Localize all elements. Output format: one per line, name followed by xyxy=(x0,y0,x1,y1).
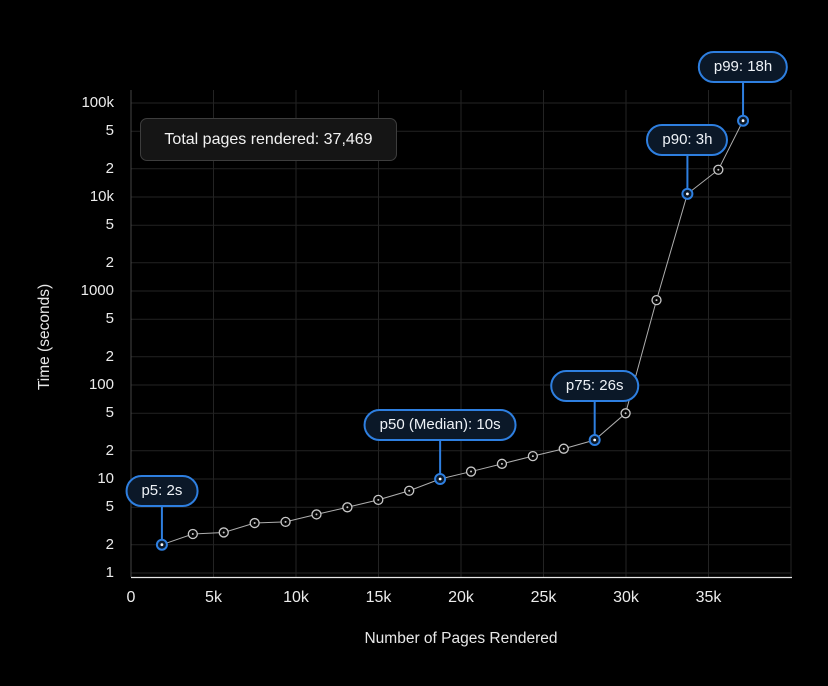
x-axis-tick-label: 20k xyxy=(448,589,474,606)
y-axis-tick-label: 5 xyxy=(105,310,114,328)
data-point-center-dot xyxy=(655,299,658,302)
data-point-center-dot xyxy=(470,470,473,473)
y-axis-tick-label: 2 xyxy=(105,159,114,177)
data-point-center-dot xyxy=(191,532,194,535)
data-point-center-dot xyxy=(624,412,627,415)
y-axis-tick-label: 2 xyxy=(105,347,114,365)
data-point-center-dot xyxy=(500,462,503,465)
data-point-center-dot xyxy=(741,119,745,123)
x-axis-tick-label: 5k xyxy=(205,589,222,606)
y-axis-tick-label: 1000 xyxy=(80,282,114,299)
callout-p5: p5: 2s xyxy=(125,474,199,507)
data-point-center-dot xyxy=(377,498,380,501)
callout-p90: p90: 3h xyxy=(646,123,729,156)
data-point-center-dot xyxy=(408,489,411,492)
y-axis-tick-label: 1 xyxy=(105,564,114,581)
data-point-center-dot xyxy=(315,513,318,516)
data-point-center-dot xyxy=(686,192,689,196)
y-axis-tick-label: 5 xyxy=(105,122,114,140)
data-point-center-dot xyxy=(562,447,565,450)
data-point-center-dot xyxy=(222,531,225,534)
data-point-center-dot xyxy=(253,522,256,525)
y-axis-tick-label: 10 xyxy=(97,470,114,487)
data-point-center-dot xyxy=(531,455,534,458)
data-point-center-dot xyxy=(160,543,164,547)
data-point-center-dot xyxy=(346,506,349,509)
data-point-center-dot xyxy=(438,477,442,481)
y-axis-tick-label: 5 xyxy=(105,216,114,234)
x-axis-tick-label: 15k xyxy=(365,589,392,606)
callout-p50: p50 (Median): 10s xyxy=(363,409,517,441)
x-axis-tick-label: 35k xyxy=(695,589,722,606)
y-axis-tick-label: 5 xyxy=(105,498,114,516)
y-axis-tick-label: 100 xyxy=(88,376,114,393)
y-axis-title: Time (seconds) xyxy=(36,283,53,391)
callout-p75: p75: 26s xyxy=(549,369,640,402)
y-axis-tick-label: 2 xyxy=(105,253,114,271)
data-point-center-dot xyxy=(593,438,597,442)
x-axis-title: Number of Pages Rendered xyxy=(364,630,558,647)
x-axis-tick-label: 10k xyxy=(283,589,309,606)
y-axis-tick-label: 10k xyxy=(89,188,114,205)
y-axis-tick-label: 100k xyxy=(81,94,114,111)
data-point-center-dot xyxy=(284,520,287,523)
y-axis-tick-label: 5 xyxy=(105,404,114,422)
series-line xyxy=(161,120,744,546)
x-axis-tick-label: 30k xyxy=(613,589,639,606)
y-axis-tick-label: 2 xyxy=(105,535,114,553)
y-axis-tick-label: 2 xyxy=(105,441,114,459)
x-axis-tick-label: 25k xyxy=(530,589,557,606)
data-point-center-dot xyxy=(717,168,720,171)
total-pages-annotation: Total pages rendered: 37,469 xyxy=(140,118,397,161)
callout-p99: p99: 18h xyxy=(697,50,789,83)
x-axis-tick-label: 0 xyxy=(126,589,136,606)
